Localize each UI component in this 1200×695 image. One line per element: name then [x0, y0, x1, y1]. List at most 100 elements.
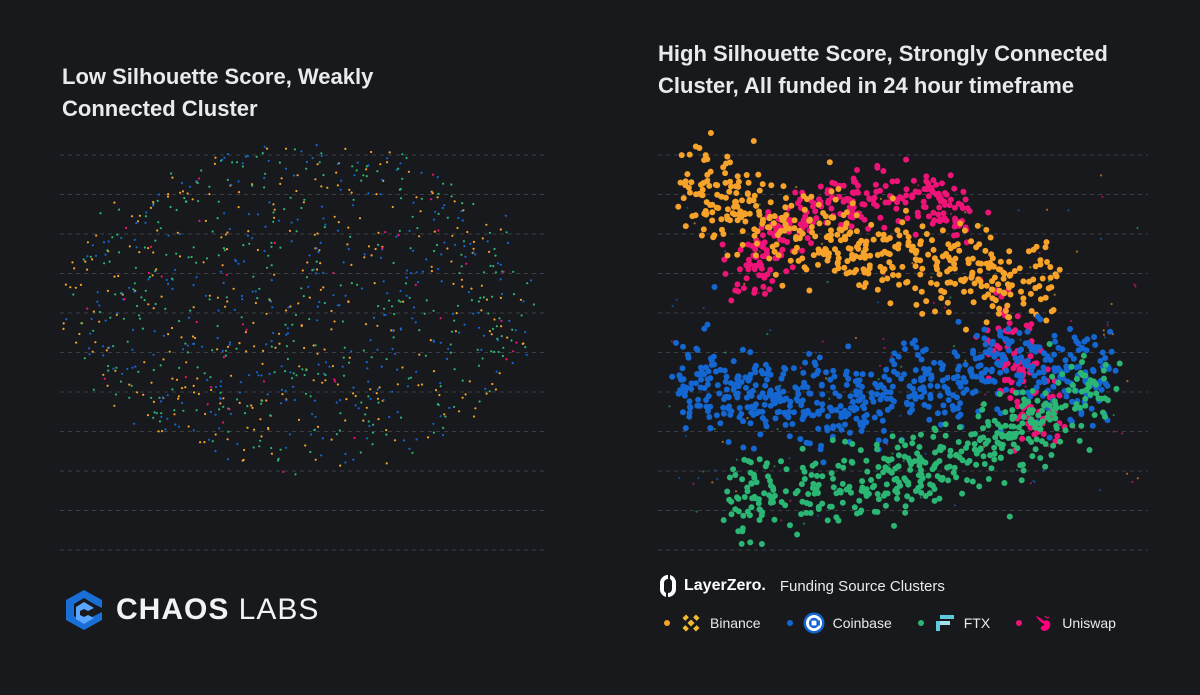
point-ftx — [136, 304, 139, 308]
point-binance — [147, 303, 150, 306]
point-uniswap — [920, 198, 927, 205]
point-uniswap — [1028, 321, 1035, 328]
point-coinbase — [819, 406, 826, 413]
point-coinbase — [472, 312, 475, 315]
point-ftx — [857, 447, 864, 454]
point-ftx — [1072, 405, 1078, 412]
point-binance — [401, 366, 404, 369]
point-binance — [836, 226, 843, 233]
point-coinbase — [1073, 364, 1080, 371]
point-coinbase — [369, 397, 372, 401]
point-binance — [86, 268, 89, 271]
point-binance — [106, 384, 109, 387]
point-ftx — [840, 464, 847, 471]
point-binance — [488, 330, 491, 333]
point-coinbase — [280, 365, 283, 368]
point-ftx — [764, 460, 770, 467]
point-coinbase — [344, 461, 347, 464]
point-binance — [892, 243, 899, 250]
point-binance — [703, 199, 710, 206]
point-binance — [173, 413, 176, 416]
point-binance — [965, 260, 972, 267]
point-ftx — [211, 349, 214, 352]
point-uniswap — [734, 281, 741, 288]
point-coinbase — [711, 284, 718, 290]
point-binance — [743, 282, 746, 285]
point-ftx — [891, 452, 894, 455]
point-coinbase — [328, 365, 331, 368]
point-uniswap — [960, 188, 967, 195]
point-binance — [756, 208, 762, 215]
point-ftx — [251, 184, 254, 187]
point-binance — [724, 252, 731, 259]
point-binance — [250, 404, 253, 407]
point-ftx — [1065, 387, 1072, 394]
point-ftx — [882, 490, 889, 497]
point-ftx — [851, 504, 858, 511]
point-coinbase — [284, 446, 288, 449]
point-ftx — [848, 458, 855, 465]
left-gridlines — [60, 154, 545, 551]
point-binance — [98, 320, 101, 323]
point-uniswap — [206, 403, 209, 406]
point-binance — [181, 190, 185, 193]
point-binance — [918, 288, 925, 295]
point-coinbase — [982, 349, 989, 356]
point-coinbase — [222, 281, 225, 284]
point-coinbase — [855, 397, 862, 404]
point-coinbase — [686, 206, 689, 209]
point-binance — [75, 341, 78, 344]
point-binance — [79, 283, 82, 286]
point-uniswap — [885, 199, 892, 206]
point-ftx — [964, 440, 971, 447]
point-ftx — [370, 356, 373, 359]
point-binance — [734, 203, 741, 210]
point-ftx — [992, 434, 999, 441]
point-coinbase — [816, 514, 819, 517]
point-coinbase — [735, 373, 741, 380]
point-coinbase — [996, 361, 1003, 368]
point-coinbase — [448, 406, 451, 409]
point-coinbase — [98, 304, 101, 307]
point-binance — [809, 229, 815, 236]
point-binance — [297, 302, 300, 305]
point-ftx — [284, 370, 287, 373]
point-ftx — [420, 197, 423, 200]
point-ftx — [302, 295, 305, 298]
point-coinbase — [226, 153, 229, 156]
point-coinbase — [286, 332, 290, 335]
point-coinbase — [684, 351, 691, 358]
point-coinbase — [230, 183, 233, 186]
point-coinbase — [499, 278, 502, 281]
point-coinbase — [477, 326, 481, 329]
point-coinbase — [816, 354, 823, 361]
point-coinbase — [794, 386, 801, 393]
point-coinbase — [786, 433, 793, 440]
point-ftx — [494, 271, 497, 274]
point-coinbase — [702, 306, 705, 309]
point-binance — [238, 342, 241, 345]
point-ftx — [488, 231, 491, 234]
point-ftx — [190, 255, 193, 259]
point-ftx — [300, 206, 303, 210]
point-binance — [968, 274, 975, 281]
point-ftx — [854, 510, 860, 517]
point-coinbase — [104, 319, 107, 322]
point-binance — [874, 286, 881, 293]
point-ftx — [260, 402, 263, 405]
point-coinbase — [396, 411, 399, 414]
point-coinbase — [159, 400, 163, 403]
point-ftx — [285, 345, 288, 348]
point-binance — [835, 186, 842, 192]
point-binance — [886, 259, 893, 266]
point-coinbase — [376, 348, 379, 351]
point-ftx — [932, 449, 938, 456]
point-ftx — [829, 437, 836, 444]
point-coinbase — [354, 404, 357, 407]
point-ftx — [734, 494, 740, 501]
point-coinbase — [701, 325, 708, 332]
point-ftx — [276, 459, 280, 462]
point-coinbase — [861, 405, 868, 412]
point-ftx — [156, 199, 159, 202]
point-binance — [780, 183, 787, 190]
